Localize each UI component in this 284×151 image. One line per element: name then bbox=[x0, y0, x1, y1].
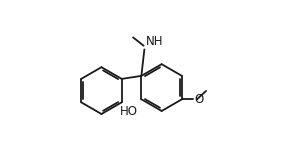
Text: NH: NH bbox=[146, 35, 163, 48]
Text: O: O bbox=[194, 93, 203, 106]
Text: HO: HO bbox=[120, 105, 137, 118]
